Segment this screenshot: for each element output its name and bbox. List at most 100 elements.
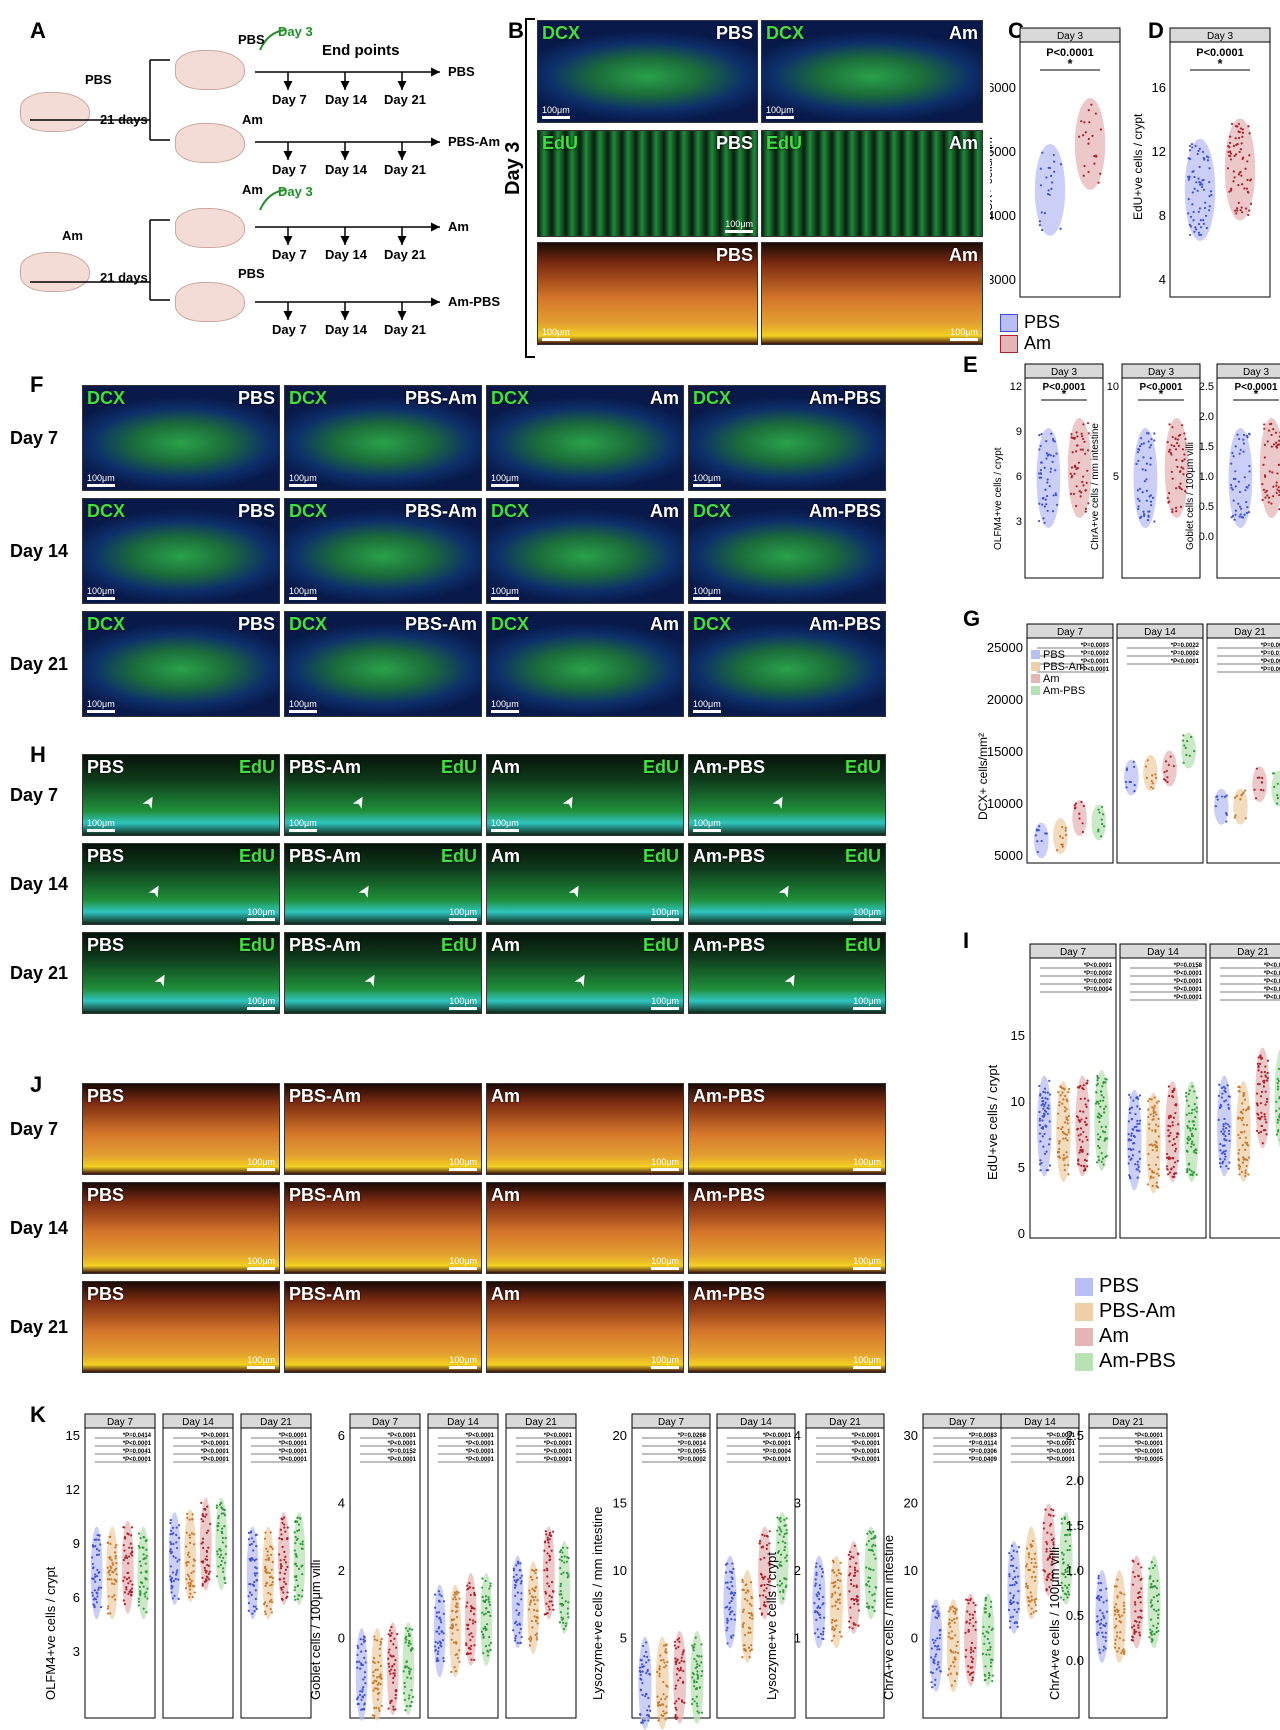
data-point bbox=[535, 1632, 539, 1635]
data-point bbox=[487, 1598, 490, 1601]
y-tick: 1.5 bbox=[1199, 441, 1214, 453]
facet-label: Day 3 bbox=[1207, 31, 1234, 42]
data-point bbox=[1248, 470, 1251, 473]
data-point bbox=[987, 1671, 991, 1675]
data-point bbox=[1202, 219, 1205, 222]
data-point bbox=[1256, 1104, 1259, 1107]
data-point bbox=[457, 1591, 460, 1594]
data-point bbox=[1008, 1575, 1011, 1578]
data-point bbox=[1059, 1085, 1062, 1088]
data-point bbox=[1270, 445, 1273, 448]
data-point bbox=[1237, 1133, 1240, 1137]
data-point bbox=[373, 1638, 376, 1641]
data-point bbox=[1237, 173, 1241, 176]
data-point bbox=[1194, 1116, 1197, 1119]
data-point bbox=[1145, 489, 1148, 492]
data-point bbox=[1062, 1561, 1065, 1564]
data-point bbox=[139, 1591, 142, 1595]
data-point bbox=[972, 1671, 975, 1674]
data-point bbox=[1276, 1121, 1279, 1124]
data-point bbox=[113, 1598, 117, 1601]
data-point bbox=[1134, 1603, 1137, 1606]
data-point bbox=[145, 1591, 148, 1594]
data-point bbox=[868, 1585, 871, 1588]
data-point bbox=[1228, 146, 1231, 149]
data-point bbox=[387, 1633, 390, 1636]
y-axis-label: DCX+ cells/mm² bbox=[990, 133, 995, 220]
facet-label: Day 14 bbox=[740, 1417, 772, 1428]
data-point bbox=[373, 1687, 377, 1690]
data-point bbox=[469, 1652, 472, 1655]
data-point bbox=[833, 1627, 837, 1630]
data-point bbox=[665, 1711, 668, 1714]
data-point bbox=[184, 1587, 188, 1590]
data-point bbox=[1090, 103, 1093, 106]
data-point bbox=[1225, 820, 1228, 823]
data-point bbox=[1095, 1161, 1099, 1164]
data-point bbox=[1046, 1098, 1049, 1101]
data-point bbox=[1185, 1113, 1188, 1116]
data-point bbox=[1270, 502, 1273, 505]
data-point bbox=[1070, 476, 1073, 479]
data-point bbox=[1155, 1113, 1158, 1116]
data-point bbox=[1152, 1107, 1156, 1110]
data-point bbox=[700, 1661, 703, 1664]
data-point bbox=[1050, 1563, 1053, 1566]
data-point bbox=[122, 1599, 125, 1602]
data-point bbox=[1208, 209, 1211, 212]
data-point bbox=[784, 1556, 787, 1559]
p-value: *P<0.0001 bbox=[852, 1433, 881, 1439]
data-point bbox=[857, 1553, 860, 1556]
data-point bbox=[560, 1593, 563, 1596]
data-point bbox=[139, 1589, 142, 1593]
data-point bbox=[1148, 1123, 1151, 1126]
data-point bbox=[1042, 1521, 1045, 1525]
data-point bbox=[282, 1591, 285, 1594]
data-point bbox=[1230, 483, 1233, 487]
data-point bbox=[1043, 1152, 1047, 1155]
data-point bbox=[955, 1608, 958, 1611]
data-point bbox=[1013, 1583, 1016, 1586]
data-point bbox=[967, 1665, 970, 1668]
y-tick: 15000 bbox=[987, 744, 1023, 759]
data-point bbox=[1166, 1168, 1169, 1171]
data-point bbox=[488, 1635, 491, 1639]
data-point bbox=[833, 1634, 836, 1637]
data-point bbox=[278, 1578, 281, 1581]
data-point bbox=[175, 1546, 179, 1550]
data-point bbox=[361, 1688, 364, 1691]
data-point bbox=[1151, 1638, 1154, 1642]
data-point bbox=[1087, 142, 1090, 145]
data-point bbox=[1012, 1594, 1015, 1597]
data-point bbox=[188, 1595, 191, 1599]
facet-strip bbox=[1019, 27, 1121, 43]
data-point bbox=[1059, 227, 1062, 230]
data-point bbox=[819, 1565, 822, 1568]
data-point bbox=[108, 1573, 111, 1576]
data-point bbox=[1263, 456, 1266, 459]
data-point bbox=[215, 1506, 218, 1509]
data-point bbox=[872, 1553, 876, 1556]
data-point bbox=[293, 1575, 297, 1578]
p-value: *P=0.0002 bbox=[1084, 979, 1113, 985]
data-point bbox=[1034, 1603, 1037, 1607]
data-point bbox=[393, 1663, 396, 1666]
arrowhead-icon: ➤ bbox=[775, 881, 797, 902]
data-point bbox=[839, 1561, 842, 1564]
data-point bbox=[223, 1578, 226, 1581]
data-point bbox=[1016, 1625, 1019, 1628]
data-point bbox=[644, 1650, 648, 1654]
data-point bbox=[867, 1605, 871, 1608]
data-point bbox=[675, 1717, 678, 1720]
p-value: *P<0.0001 bbox=[1174, 971, 1203, 977]
p-value: *P<0.0001 bbox=[1047, 1441, 1076, 1447]
data-point bbox=[1098, 1648, 1101, 1651]
data-point bbox=[1225, 794, 1228, 797]
data-point bbox=[170, 1587, 173, 1590]
facet-strip bbox=[805, 1413, 885, 1429]
data-point bbox=[656, 1670, 659, 1673]
data-point bbox=[673, 1644, 676, 1647]
data-point bbox=[1040, 461, 1043, 464]
arrowhead-icon: ➤ bbox=[355, 881, 377, 902]
data-point bbox=[1264, 1103, 1267, 1106]
